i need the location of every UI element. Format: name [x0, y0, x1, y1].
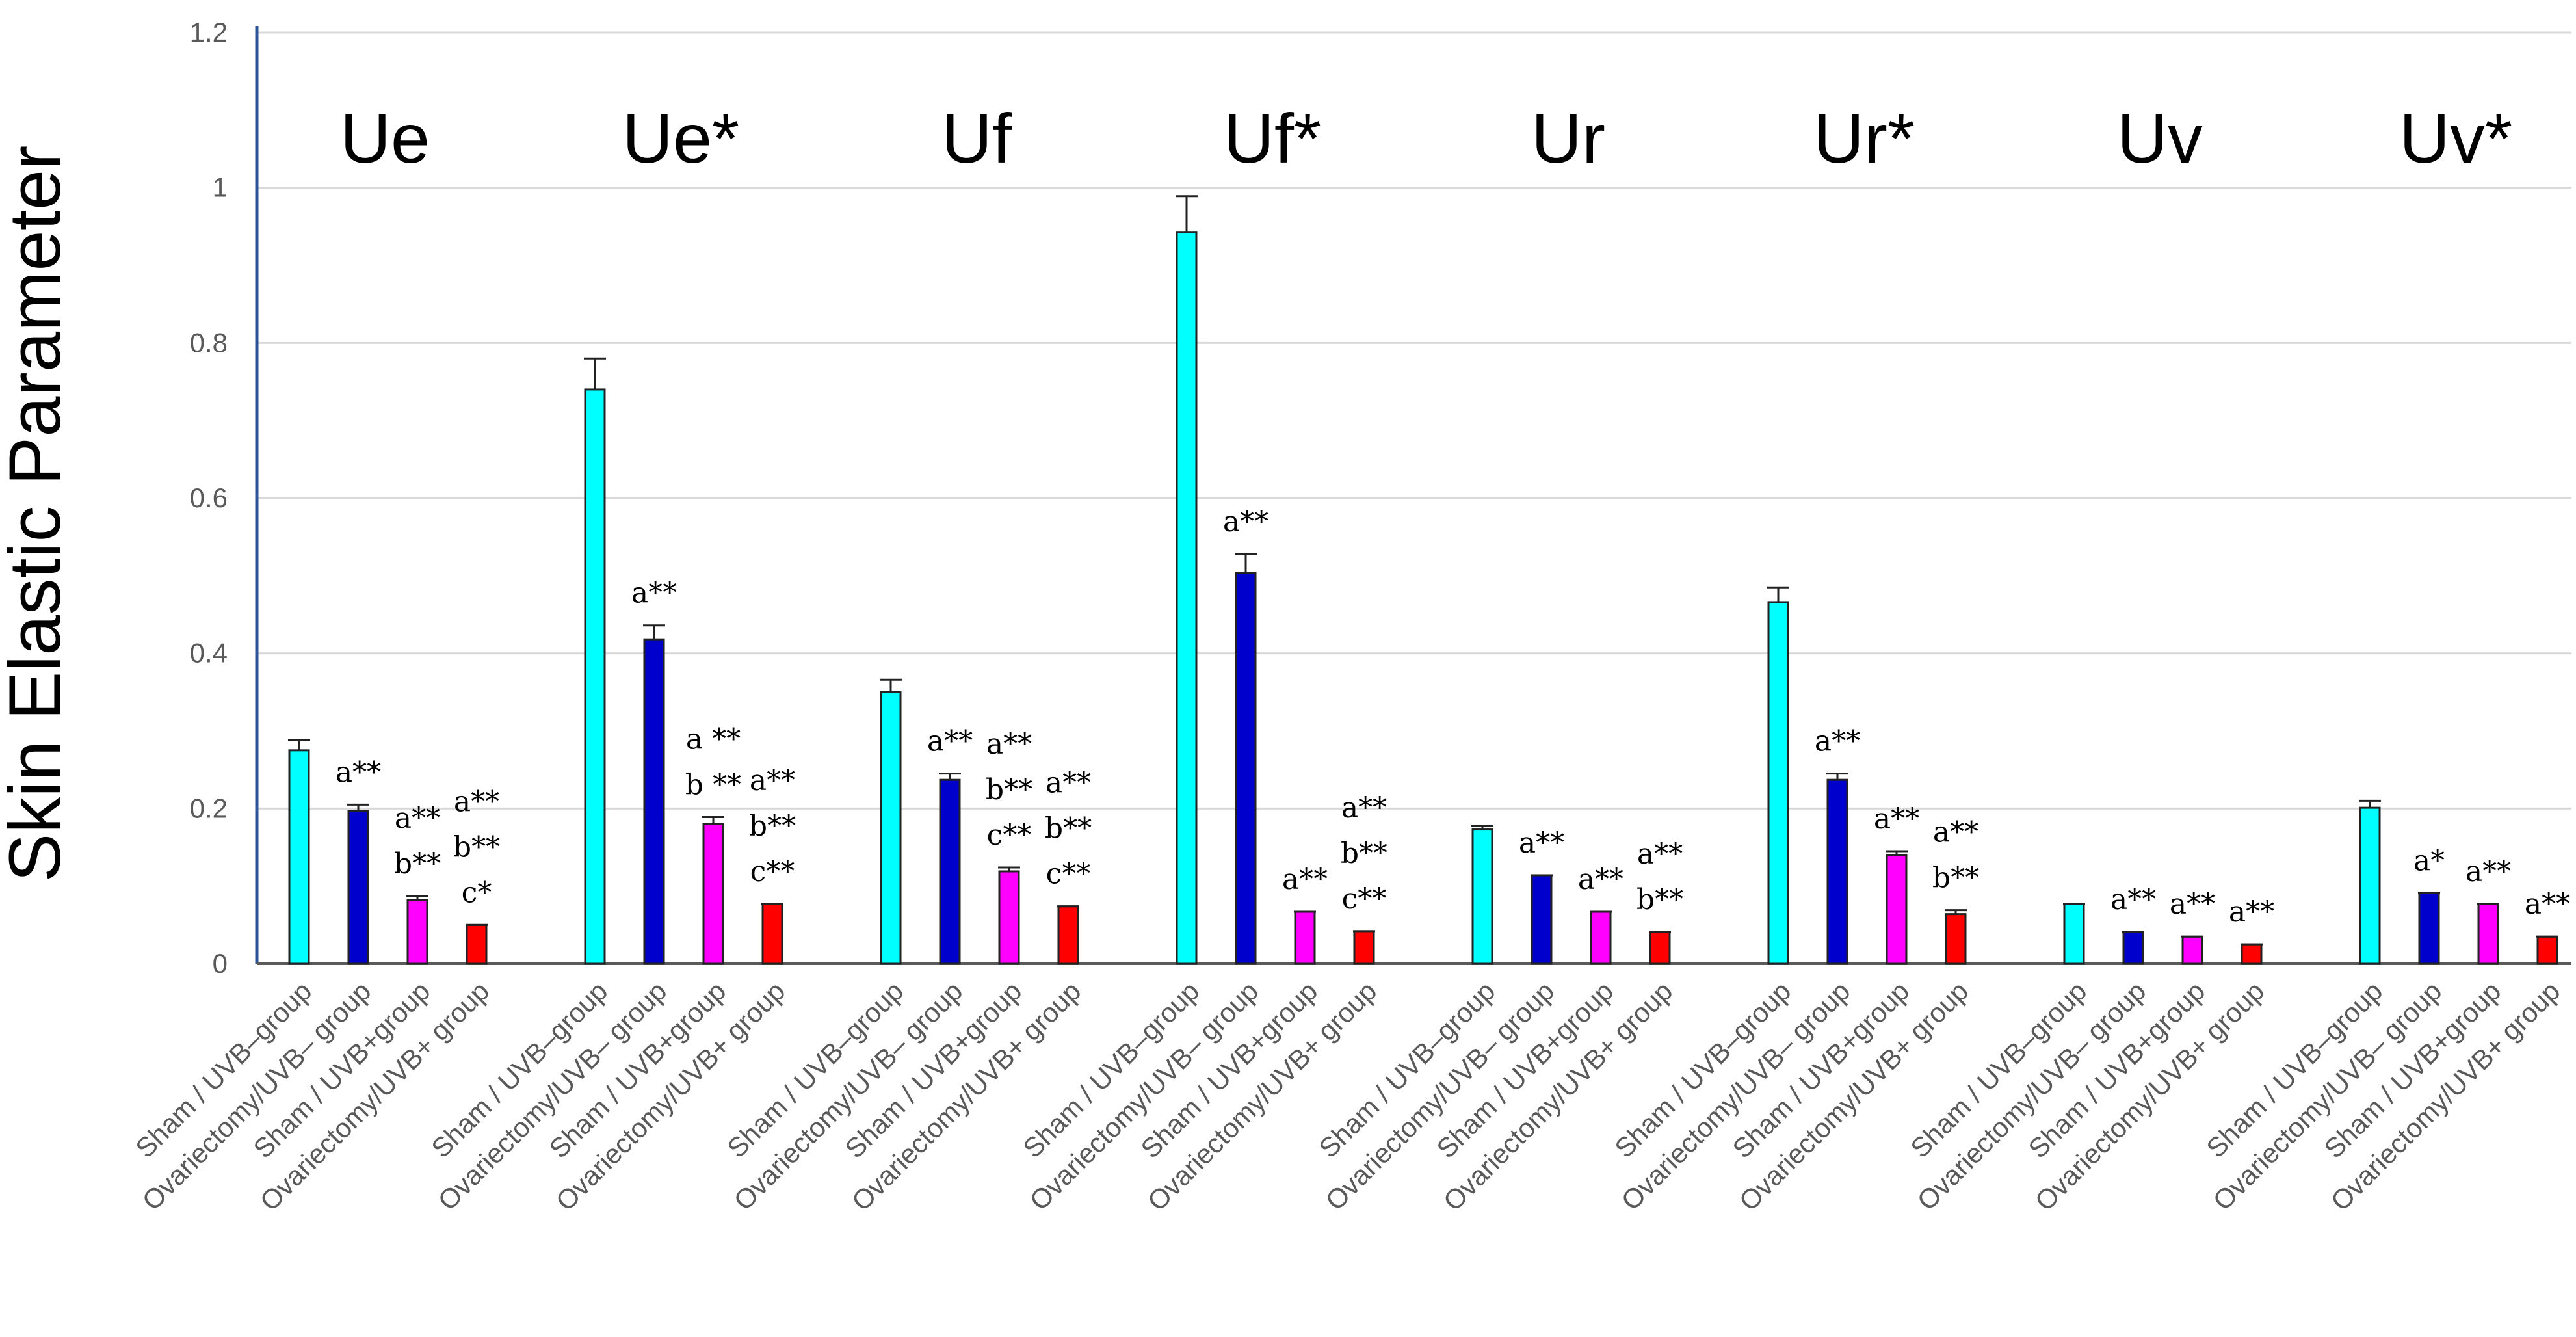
significance-label: a** — [2110, 883, 2156, 916]
significance-label: c** — [1342, 882, 1387, 916]
bar — [643, 638, 665, 965]
x-category-label: Ovariectomy/UVB– group — [136, 975, 376, 1216]
significance-label: a** — [750, 764, 795, 797]
bar — [1590, 910, 1612, 965]
bar — [2477, 903, 2499, 965]
bar — [1945, 913, 1967, 965]
bar — [2536, 935, 2558, 965]
y-tick-label: 1.2 — [190, 17, 228, 47]
significance-label: a** — [2525, 888, 2570, 921]
significance-label: a** — [1341, 791, 1387, 825]
bar — [939, 778, 961, 965]
group-title: Ur* — [1813, 99, 1915, 178]
group-title: Uf* — [1224, 99, 1321, 178]
significance-annotations: a** a** b** a** b** c* a** a ** b ** a** b** c** a**… — [335, 505, 2570, 929]
y-tick-label: 0.6 — [190, 483, 228, 513]
significance-label: a** — [1578, 863, 1623, 896]
bar — [347, 810, 369, 965]
y-tick-label: 0.2 — [190, 793, 228, 823]
significance-label: a** — [1874, 802, 1919, 836]
significance-label: a** — [1815, 725, 1860, 758]
group-title: Ur — [1531, 99, 1605, 178]
significance-label: a** — [2170, 888, 2215, 921]
significance-label: a** — [395, 802, 440, 835]
y-tick-label: 1 — [213, 172, 228, 203]
bar — [1531, 874, 1553, 965]
bars — [288, 231, 2558, 965]
significance-label: a** — [2465, 855, 2511, 888]
significance-label: b** — [986, 773, 1032, 806]
significance-label: a** — [927, 725, 973, 758]
error-bars — [288, 195, 2558, 946]
bar — [2063, 903, 2085, 965]
bar — [1826, 778, 1848, 965]
significance-label: a** — [631, 577, 677, 610]
significance-label: c* — [462, 876, 492, 909]
bar — [1471, 828, 1493, 965]
group-title: Uv — [2117, 99, 2203, 178]
y-axis-title: Skin Elastic Parameter — [0, 146, 75, 882]
bar — [998, 870, 1020, 965]
significance-label: a** — [1519, 827, 1564, 860]
significance-label: b** — [1341, 837, 1387, 870]
grid-lines — [257, 31, 2571, 810]
group-title: Ue* — [622, 99, 739, 178]
significance-label: a** — [1637, 838, 1683, 871]
bar — [2122, 931, 2144, 965]
bar — [466, 923, 488, 965]
significance-label: c** — [1046, 858, 1091, 891]
bar — [2181, 935, 2203, 965]
bar — [584, 388, 606, 965]
significance-label: c** — [987, 819, 1032, 852]
significance-label: a** — [986, 728, 1032, 761]
bar — [2418, 892, 2440, 965]
significance-label: a** — [2229, 895, 2274, 929]
bar — [1294, 910, 1316, 965]
significance-label: b** — [1636, 883, 1683, 916]
bar — [1176, 231, 1198, 965]
bar — [1057, 905, 1079, 965]
bar — [880, 691, 902, 965]
bar — [1767, 601, 1789, 965]
significance-label: a** — [1282, 863, 1328, 896]
bar — [406, 899, 428, 965]
bar — [1886, 854, 1908, 965]
y-tick-label: 0 — [213, 948, 228, 979]
significance-label: b** — [1045, 812, 1092, 845]
significance-label: c** — [750, 855, 795, 888]
significance-label: b** — [1932, 862, 1979, 895]
significance-label: a** — [454, 785, 499, 818]
significance-label: a** — [335, 756, 381, 789]
bar — [1235, 572, 1257, 965]
bar — [2241, 943, 2263, 965]
bar — [1353, 930, 1375, 965]
bar — [702, 823, 724, 965]
significance-label: a ** — [686, 722, 741, 756]
bar — [761, 903, 783, 965]
significance-label: b** — [749, 810, 796, 843]
significance-label: a** — [1223, 505, 1268, 538]
bar — [2359, 806, 2381, 965]
significance-label: a* — [2413, 844, 2445, 877]
group-titles: Ue Ue* Uf Uf* Ur Ur* Uv Uv* — [340, 99, 2512, 178]
significance-label: b** — [394, 847, 441, 880]
significance-label: a** — [1933, 816, 1978, 849]
significance-label: b ** — [685, 768, 741, 801]
bar — [288, 749, 310, 965]
group-title: Ue — [340, 99, 430, 178]
significance-label: b** — [453, 830, 500, 864]
y-tick-label: 0.8 — [190, 327, 228, 358]
bar — [1649, 931, 1671, 965]
significance-label: a** — [1045, 767, 1091, 800]
y-tick-label: 0.4 — [190, 638, 228, 668]
group-title: Uv* — [2399, 99, 2512, 178]
group-title: Uf — [941, 99, 1012, 178]
